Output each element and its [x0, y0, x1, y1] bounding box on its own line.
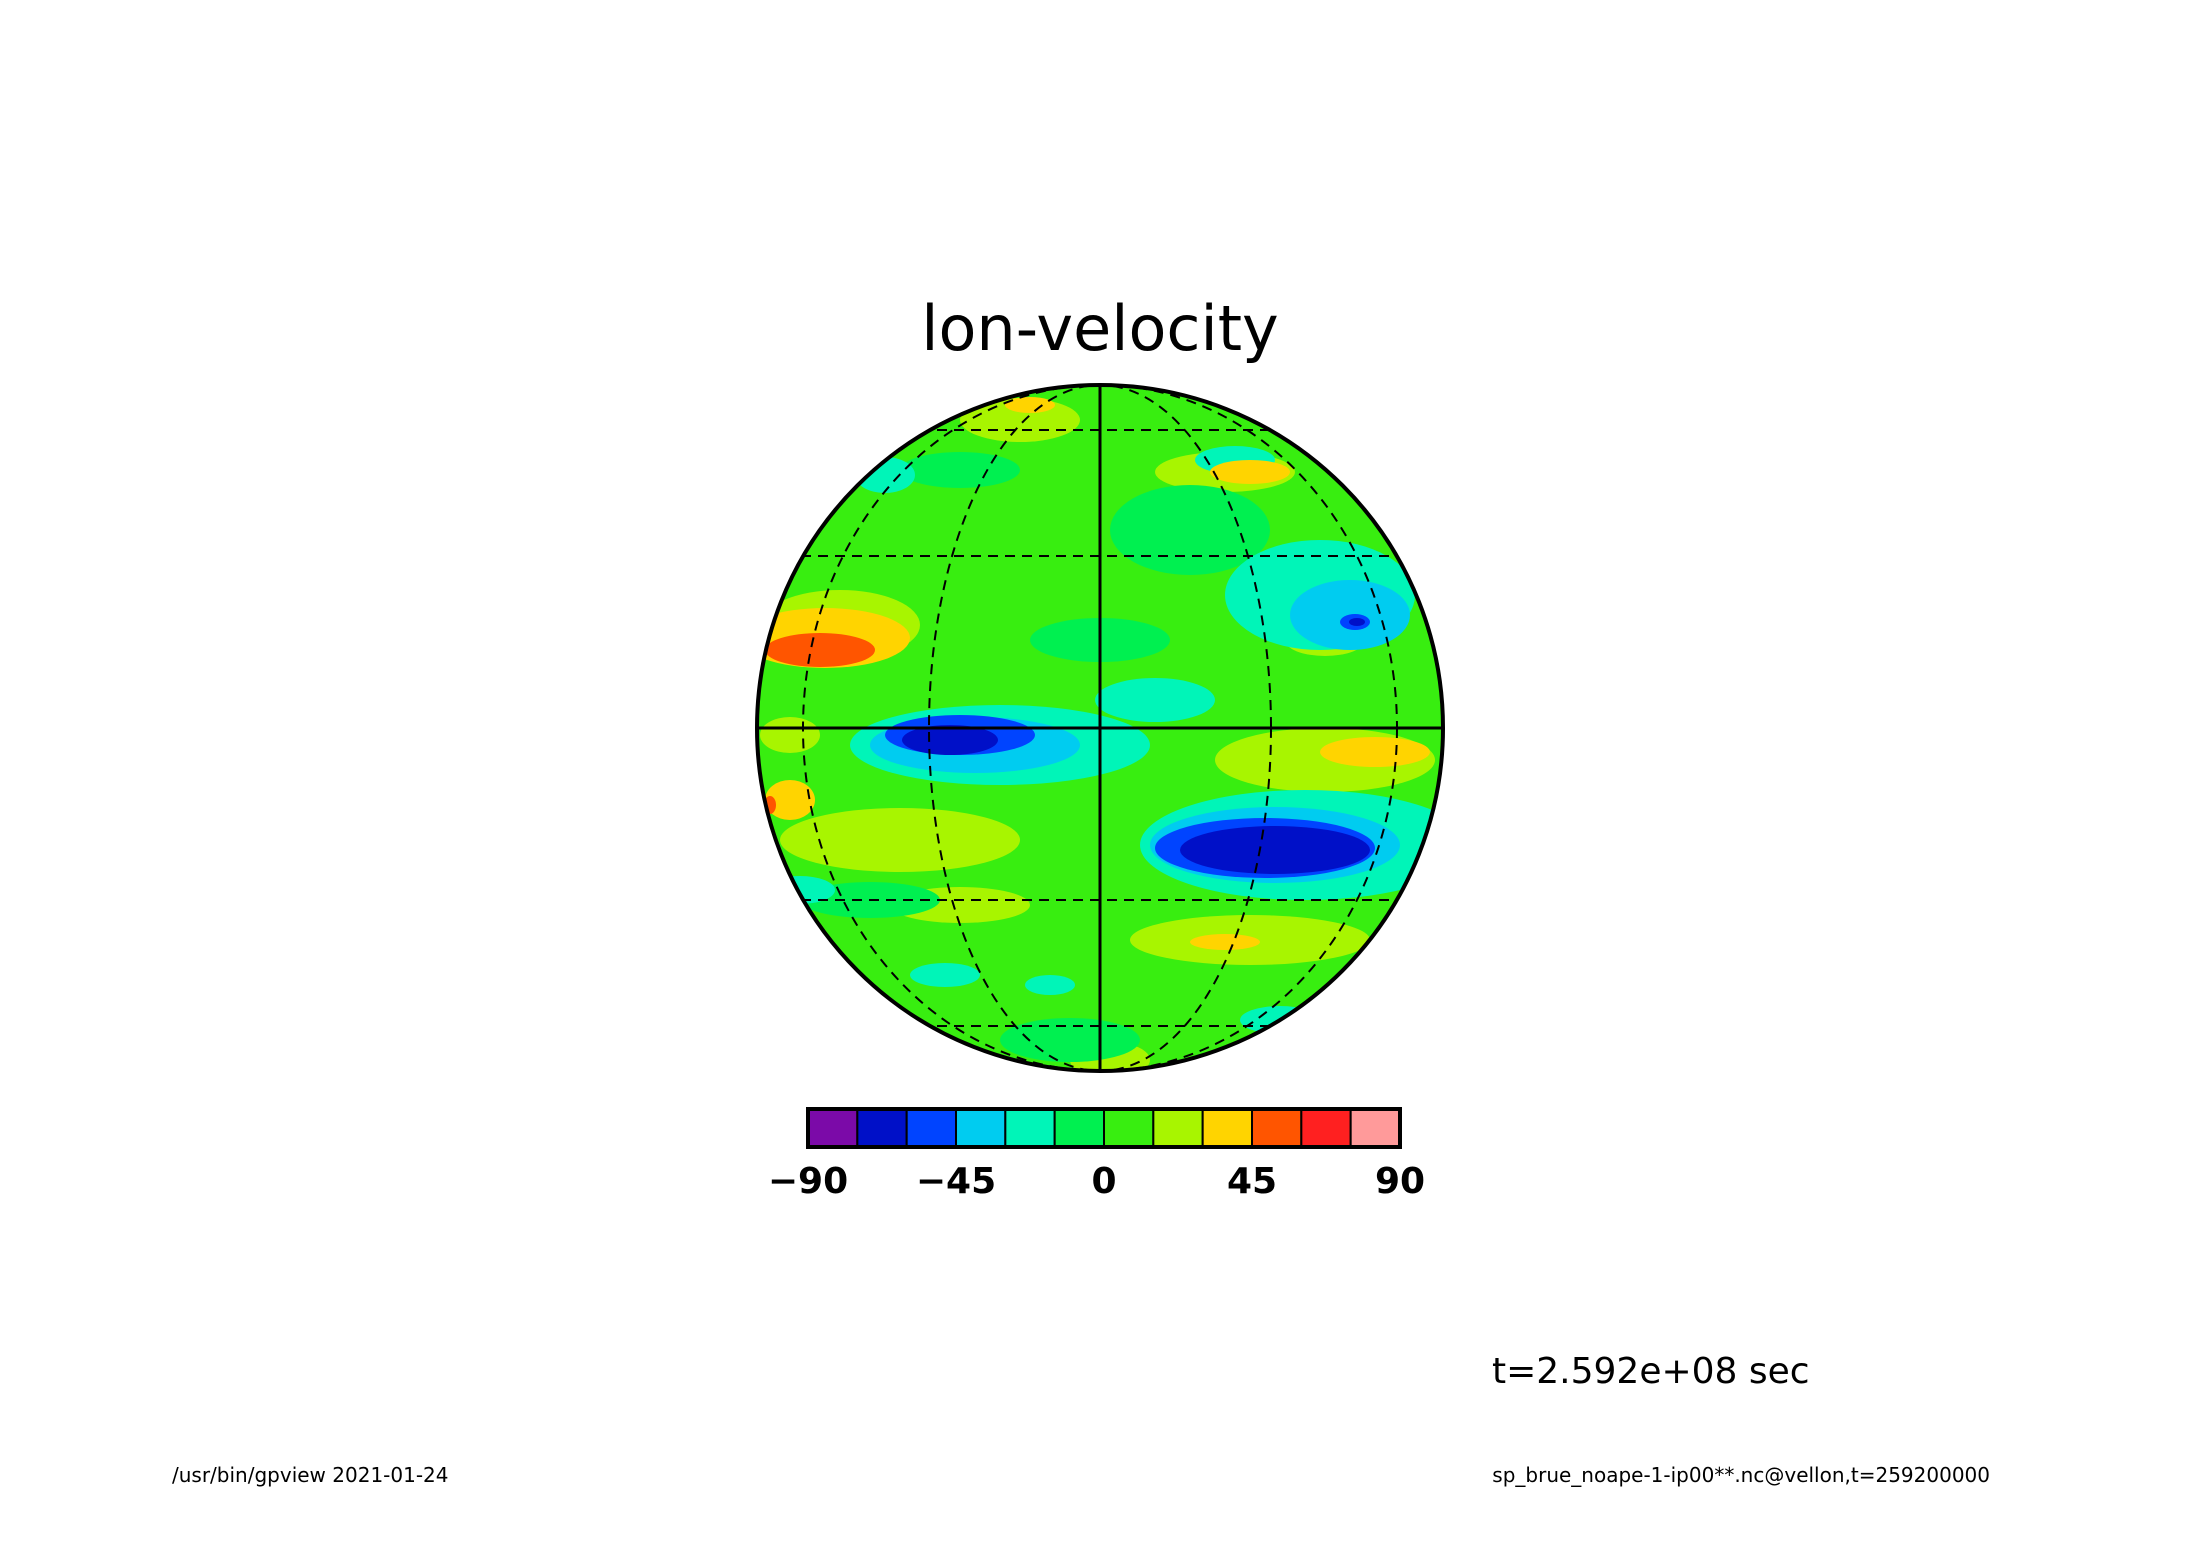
globe-outline	[755, 383, 1445, 1073]
colorbar	[806, 1107, 1402, 1149]
colorbar-tick-label: 90	[1375, 1161, 1425, 1202]
colorbar-swatch	[1103, 1108, 1155, 1148]
main-axes	[757, 385, 1443, 1071]
colorbar-swatch	[905, 1108, 958, 1148]
colorbar-tick-label: −45	[916, 1161, 996, 1202]
colorbar-swatch	[807, 1108, 859, 1148]
colorbar-swatch	[1300, 1108, 1352, 1148]
colorbar-swatch	[1004, 1108, 1056, 1148]
colorbar-swatch	[1251, 1108, 1303, 1148]
colorbar-outline	[806, 1107, 1402, 1149]
footer-right: sp_brue_noape-1-ip00**.nc@vellon,t=25920…	[1492, 1463, 1990, 1487]
colorbar-swatch	[856, 1108, 908, 1148]
dark-blue-regions	[902, 618, 1370, 874]
colorbar-swatch	[1053, 1108, 1105, 1148]
footer-left: /usr/bin/gpview 2021-01-24	[172, 1463, 449, 1487]
colorbar-swatch	[1201, 1108, 1253, 1148]
globe-map	[755, 383, 1445, 1073]
chart-title: lon-velocity	[921, 292, 1278, 365]
colorbar-swatch	[1349, 1108, 1401, 1148]
colorbar-tick-label: −90	[768, 1161, 848, 1202]
colorbar-tick-labels: −90 −45 0 45 90	[768, 1161, 1425, 1202]
time-annotation: t=2.592e+08 sec	[1492, 1351, 1810, 1392]
colorbar-tick-label: 0	[1091, 1161, 1116, 1202]
orange-regions	[764, 633, 875, 814]
colorbar-swatch	[955, 1108, 1007, 1148]
colorbar-swatch	[1152, 1108, 1204, 1148]
colorbar-tick-label: 45	[1227, 1161, 1277, 1202]
